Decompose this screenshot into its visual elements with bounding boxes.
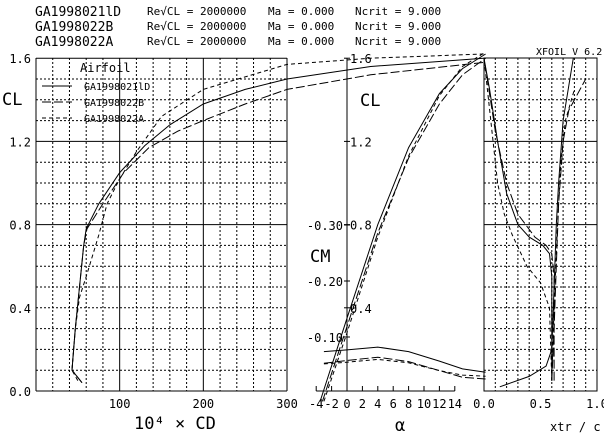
airfoil-name: GA1998022A: [35, 35, 113, 50]
ncrit: Ncrit = 9.000: [355, 5, 441, 18]
mach: Ma = 0.000: [268, 5, 334, 18]
transition-curve: [483, 58, 553, 381]
cm-tick-label: -0.20: [307, 275, 343, 289]
ncrit: Ncrit = 9.000: [355, 20, 441, 33]
cl-tick-label: 1.2: [9, 135, 31, 149]
alpha-tick-label: 14: [448, 397, 462, 411]
xtr-tick-label: 0.5: [530, 397, 552, 411]
cm-axis-label: CM: [310, 247, 330, 267]
alpha-tick-label: 8: [405, 397, 412, 411]
legend-label: GA1998022B: [84, 98, 144, 109]
alpha-tick-label: 4: [374, 397, 381, 411]
alpha-tick-label: 2: [359, 397, 366, 411]
alpha-tick-label: 6: [390, 397, 397, 411]
cl-tick-label: 0.4: [9, 302, 31, 316]
cd-tick-label: 100: [109, 397, 131, 411]
polar-curve: [71, 61, 484, 384]
transition-curve: [483, 58, 555, 381]
alpha-tick-label: 0: [343, 397, 350, 411]
cl-alpha-curve: [319, 53, 486, 402]
xtr-tick-label: 0.0: [473, 397, 495, 411]
reynolds: Re√CL = 2000000: [147, 35, 246, 48]
cl-tick-label: 1.6: [9, 52, 31, 66]
cm-tick-label: -0.10: [307, 331, 343, 345]
airfoil-name: GA1998021lD: [35, 5, 121, 20]
cl-tick-label: 1.2: [350, 135, 372, 149]
legend-title: Airfoil: [80, 61, 131, 75]
cm-tick-label: -0.30: [307, 219, 343, 233]
alpha-axis-label: α: [395, 416, 405, 433]
ncrit: Ncrit = 9.000: [355, 35, 441, 48]
mach: Ma = 0.000: [268, 35, 334, 48]
cl-axis-label-left: CL: [2, 90, 22, 110]
mach: Ma = 0.000: [268, 20, 334, 33]
alpha-tick-label: -2: [324, 397, 338, 411]
header-row-2: GA1998022B Re√CL = 2000000 Ma = 0.000 Nc…: [35, 20, 441, 35]
reynolds: Re√CL = 2000000: [147, 5, 246, 18]
transition-curve: [483, 58, 553, 381]
cl-alpha-curve: [321, 57, 486, 402]
header-row-3: GA1998022A Re√CL = 2000000 Ma = 0.000 Nc…: [35, 35, 441, 50]
axes: [35, 57, 598, 392]
cm-alpha-curve: [323, 356, 486, 380]
airfoil-name: GA1998022B: [35, 20, 113, 35]
cl-tick-label: 0.8: [350, 219, 372, 233]
cm-alpha-curve: [323, 358, 486, 377]
grid-lines: [36, 57, 597, 391]
alpha-tick-label: -4: [309, 397, 323, 411]
legend: Airfoil GA1998021lD GA1998022B GA1998022…: [42, 61, 150, 125]
polar-curve: [71, 53, 484, 381]
cd-axis-label: 10⁴ × CD: [134, 414, 216, 433]
xtr-axis-label: xtr / c: [550, 420, 601, 433]
alpha-tick-label: 12: [432, 397, 446, 411]
header-row-1: GA1998021lD Re√CL = 2000000 Ma = 0.000 N…: [35, 5, 441, 20]
cl-alpha-curve: [323, 51, 486, 402]
cd-tick-label: 300: [276, 397, 298, 411]
cl-tick-label: 0.0: [9, 385, 31, 399]
alpha-tick-label: 10: [417, 397, 431, 411]
cm-alpha-curve: [323, 346, 486, 373]
curves: [71, 51, 587, 402]
xtr-plot-frame: [483, 57, 598, 392]
reynolds: Re√CL = 2000000: [147, 20, 246, 33]
cl-tick-label: 0.8: [9, 219, 31, 233]
version-label: XFOIL V 6.2: [536, 47, 602, 58]
cl-axis-label-middle: CL: [360, 91, 380, 111]
xtr-tick-label: 1.0: [586, 397, 604, 411]
legend-label: GA1998022A: [84, 114, 144, 125]
transition-curve: [499, 58, 574, 388]
legend-label: GA1998021lD: [84, 82, 150, 93]
cd-tick-label: 200: [192, 397, 214, 411]
